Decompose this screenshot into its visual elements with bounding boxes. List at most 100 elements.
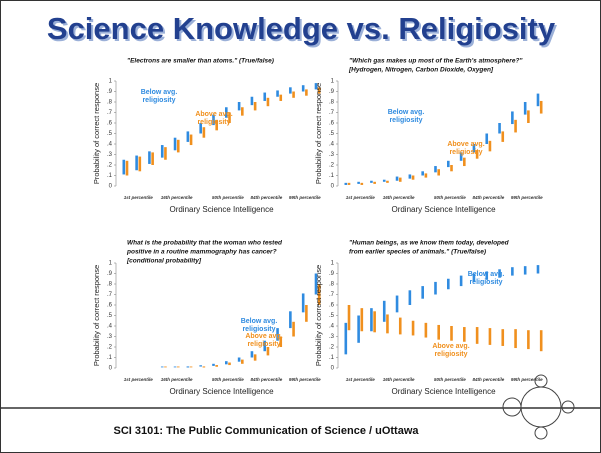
footer-text: SCI 3101: The Public Communication of Sc… <box>113 425 419 437</box>
range-bar <box>450 165 453 171</box>
range-bar <box>345 323 348 355</box>
range-bar <box>463 327 466 342</box>
range-bar <box>412 176 415 180</box>
y-tick-label: .9 <box>107 271 113 277</box>
series-label: Above avg. religiosity <box>436 141 496 157</box>
slide-canvas: Science Knowledge vs. Religiosity Scienc… <box>1 1 600 452</box>
chart-title: from earlier species of animals." (True/… <box>349 249 486 256</box>
range-bar <box>302 85 305 91</box>
range-bar <box>228 363 231 366</box>
range-bar <box>489 328 492 345</box>
range-bar <box>425 323 428 338</box>
x-tick-label: 50th percentile <box>434 195 466 200</box>
chart-title: What is the probability that the woman w… <box>127 240 283 247</box>
range-bar <box>537 94 540 107</box>
y-tick-label: .3 <box>107 334 113 340</box>
range-bar <box>399 178 402 182</box>
y-tick-label: 1 <box>109 79 113 85</box>
x-tick-label: 84th percentile <box>472 377 504 382</box>
x-tick-label: 1st percentile <box>346 377 376 382</box>
y-tick-label: .1 <box>107 173 113 179</box>
range-bar <box>524 266 527 274</box>
range-bar <box>386 181 389 183</box>
y-tick-label: 0 <box>331 366 335 372</box>
y-tick-label: 1 <box>109 261 113 267</box>
range-bar <box>187 131 190 142</box>
y-tick-label: .4 <box>329 142 335 148</box>
range-bar <box>511 111 514 124</box>
x-tick-label: 99th percentile <box>511 195 543 200</box>
range-bar <box>348 183 351 185</box>
range-bar <box>289 87 292 93</box>
series-label: Below avg. religiosity <box>456 271 516 287</box>
range-bar <box>190 367 193 368</box>
range-bar <box>437 325 440 340</box>
y-tick-label: 0 <box>109 366 113 372</box>
series-label: Below avg. religiosity <box>229 318 289 334</box>
range-bar <box>386 314 389 333</box>
range-bar <box>238 102 241 110</box>
range-bar <box>514 329 517 348</box>
range-bar <box>212 364 215 366</box>
x-tick-label: 1st percentile <box>346 195 376 200</box>
y-tick-label: .9 <box>107 89 113 95</box>
y-axis-label: Probability of correct response <box>92 83 101 184</box>
range-bar <box>425 173 428 177</box>
series-label: Above avg. religiosity <box>421 343 481 359</box>
x-tick-label: 99th percentile <box>289 377 321 382</box>
y-tick-label: .8 <box>329 100 335 106</box>
range-bar <box>361 308 364 331</box>
y-axis-label: Probability of correct response <box>314 83 323 184</box>
range-bar <box>305 89 308 95</box>
y-tick-label: .9 <box>329 89 335 95</box>
range-bar <box>476 327 479 344</box>
y-tick-label: .5 <box>107 313 113 319</box>
x-tick-label: 16th percentile <box>161 195 193 200</box>
y-tick-label: .2 <box>329 163 335 169</box>
x-axis-label: Ordinary Science Intelligence <box>169 387 274 396</box>
range-bar <box>373 311 376 332</box>
range-bar <box>447 161 450 167</box>
y-tick-label: .8 <box>107 282 113 288</box>
y-tick-label: .2 <box>107 163 113 169</box>
y-tick-label: .3 <box>329 334 335 340</box>
x-tick-label: 84th percentile <box>250 377 282 382</box>
range-bar <box>396 177 399 181</box>
y-tick-label: .2 <box>107 345 113 351</box>
range-bar <box>251 351 254 357</box>
x-axis-label: Ordinary Science Intelligence <box>169 205 274 214</box>
range-bar <box>123 160 126 175</box>
range-bar <box>279 95 282 101</box>
y-axis-label: Probability of correct response <box>92 265 101 366</box>
range-bar <box>190 135 193 146</box>
range-bar <box>373 182 376 184</box>
y-tick-label: .6 <box>329 303 335 309</box>
slide: Science Knowledge vs. Religiosity Scienc… <box>0 0 601 453</box>
chart-title: positive in a routine mammography has ca… <box>126 249 277 256</box>
range-bar <box>174 367 177 368</box>
x-tick-label: 84th percentile <box>472 195 504 200</box>
y-tick-label: .8 <box>329 282 335 288</box>
x-tick-label: 16th percentile <box>161 377 193 382</box>
chart-title: [Hydrogen, Nitrogen, Carbon Dioxide, Oxy… <box>348 67 494 74</box>
y-tick-label: 0 <box>109 184 113 190</box>
slide-title: Science Knowledge vs. Religiosity <box>47 11 556 46</box>
range-bar <box>254 354 257 360</box>
range-bar <box>383 180 386 182</box>
chart-title: [conditional probability] <box>126 258 202 265</box>
range-bar <box>540 101 543 114</box>
range-bar <box>135 156 138 171</box>
range-bar <box>383 301 386 322</box>
x-tick-label: 84th percentile <box>250 195 282 200</box>
y-tick-label: .5 <box>329 131 335 137</box>
y-tick-label: 1 <box>331 79 335 85</box>
x-tick-label: 50th percentile <box>212 377 244 382</box>
range-bar <box>203 127 206 138</box>
range-bar <box>361 183 364 185</box>
range-bar <box>225 361 228 364</box>
range-bar <box>164 147 167 160</box>
range-bar <box>251 97 254 105</box>
range-bar <box>289 311 292 328</box>
chart-title: "Electrons are smaller than atoms." (Tru… <box>127 58 274 65</box>
range-bar <box>447 279 450 290</box>
